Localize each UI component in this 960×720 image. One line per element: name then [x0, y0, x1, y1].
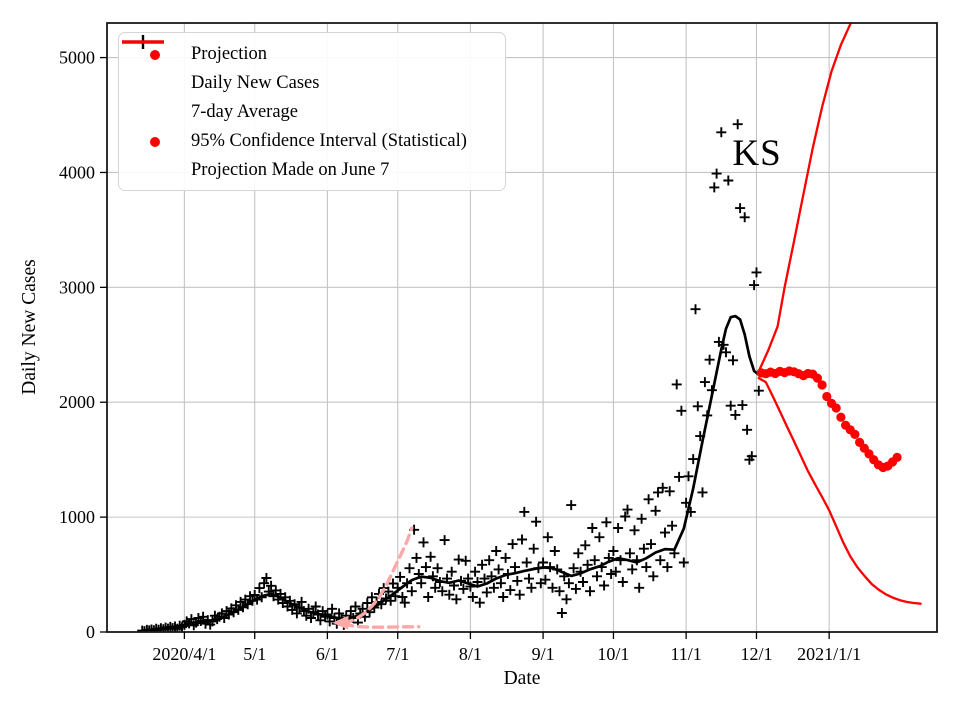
- x-tick-label: 2020/4/1: [152, 644, 216, 664]
- tick-labels: 2020/4/1 5/1 6/1 7/1 8/1 9/1 10/1 11/1 12/1 2021/…: [59, 48, 861, 664]
- legend-label: Projection: [191, 44, 268, 65]
- y-tick-label: 4000: [59, 162, 95, 182]
- series-95-confidence-interval-upper: [757, 23, 853, 373]
- y-tick-label: 2000: [59, 392, 95, 412]
- x-tick-label: 2021/1/1: [797, 644, 861, 664]
- legend-item: 95% Confidence Interval (Statistical): [119, 127, 505, 156]
- x-tick-label: 8/1: [459, 644, 482, 664]
- x-tick-label: 11/1: [670, 644, 701, 664]
- tick-marks: [100, 56, 830, 639]
- legend-item: Projection Made on June 7: [119, 40, 505, 185]
- x-tick-label: 9/1: [532, 644, 555, 664]
- legend-item: Projection: [119, 40, 505, 69]
- series-projection-made-on-june-7-lower: [342, 622, 421, 629]
- series-95-confidence-interval-lower: [757, 376, 922, 605]
- plot-frame: [106, 22, 938, 633]
- state-annotation: KS: [732, 133, 782, 174]
- x-tick-label: 10/1: [597, 644, 629, 664]
- y-tick-label: 3000: [59, 277, 95, 297]
- series-june-7-projection-start: [332, 615, 349, 630]
- x-tick-label: 5/1: [243, 644, 266, 664]
- data-series: [137, 23, 922, 632]
- x-tick-label: 12/1: [740, 644, 772, 664]
- series-projection: [756, 366, 902, 473]
- legend-label: 7-day Average: [191, 102, 299, 123]
- line-sample-icon: [122, 40, 164, 44]
- dot-icon: [150, 49, 160, 60]
- y-tick-label: 5000: [59, 48, 95, 68]
- legend-label: 95% Confidence Interval (Statistical): [191, 131, 467, 152]
- dot-icon: [150, 136, 160, 147]
- legend-item: Daily New Cases: [119, 35, 505, 98]
- legend-label: Projection Made on June 7: [191, 160, 390, 181]
- x-tick-label: 7/1: [386, 644, 409, 664]
- legend-label: Daily New Cases: [191, 73, 320, 94]
- y-tick-label: 0: [86, 622, 95, 642]
- legend-marker-dot-icon: [119, 49, 191, 60]
- y-tick-label: 1000: [59, 507, 95, 527]
- legend: Projection Daily New Cases 7-day Average 95…: [118, 32, 506, 191]
- series-projection-made-on-june-7-upper: [342, 526, 414, 626]
- legend-marker-dot-icon: [119, 136, 191, 147]
- y-axis-label: Daily New Cases: [19, 259, 40, 395]
- series-daily-new-cases: [137, 119, 764, 632]
- x-axis-label: Date: [503, 668, 541, 689]
- series-7-day-average: [147, 314, 761, 632]
- x-tick-label: 6/1: [316, 644, 339, 664]
- legend-item: 7-day Average: [119, 40, 505, 127]
